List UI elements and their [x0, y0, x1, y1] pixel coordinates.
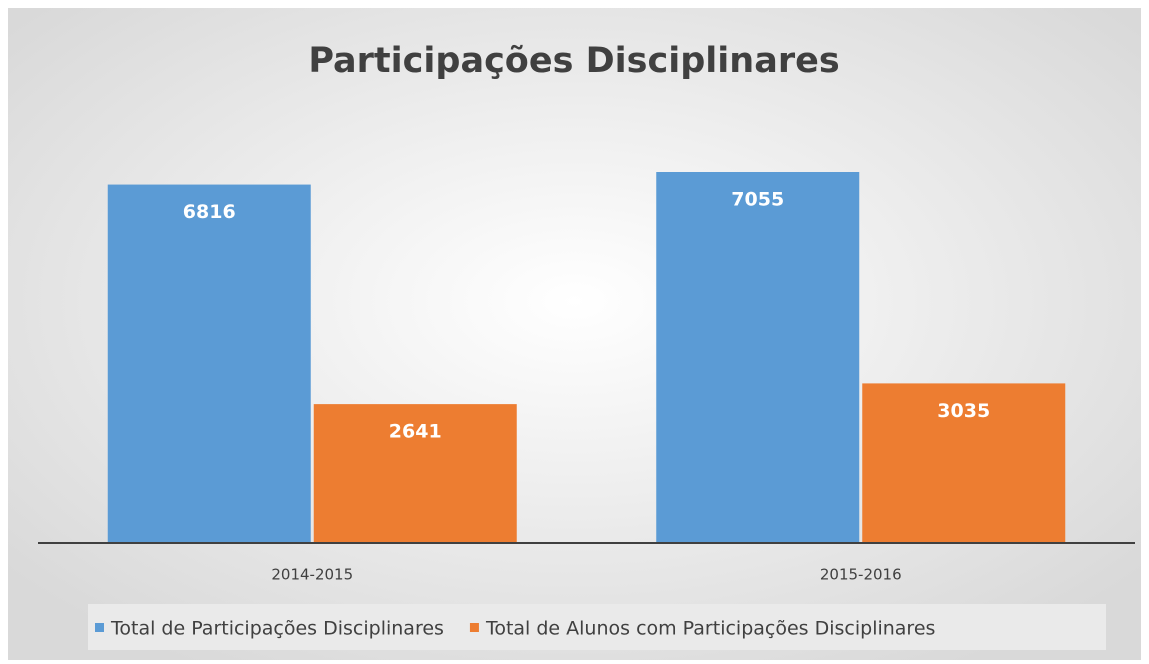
data-label: 7055 — [731, 189, 784, 211]
chart-title: Participações Disciplinares — [308, 41, 839, 81]
x-tick-label: 2014-2015 — [271, 566, 353, 584]
legend-label: Total de Participações Disciplinares — [110, 618, 444, 640]
bar — [862, 383, 1066, 543]
legend-swatch — [469, 623, 479, 632]
x-tick-label: 2015-2016 — [820, 566, 902, 584]
data-label: 6816 — [183, 201, 236, 223]
legend-label: Total de Alunos com Participações Discip… — [485, 618, 935, 640]
bar — [107, 184, 311, 544]
data-label: 3035 — [937, 400, 990, 422]
legend-swatch — [95, 623, 104, 632]
bar — [313, 404, 517, 543]
data-label: 2641 — [389, 421, 442, 443]
bar — [656, 172, 860, 543]
legend-box — [88, 604, 1106, 650]
